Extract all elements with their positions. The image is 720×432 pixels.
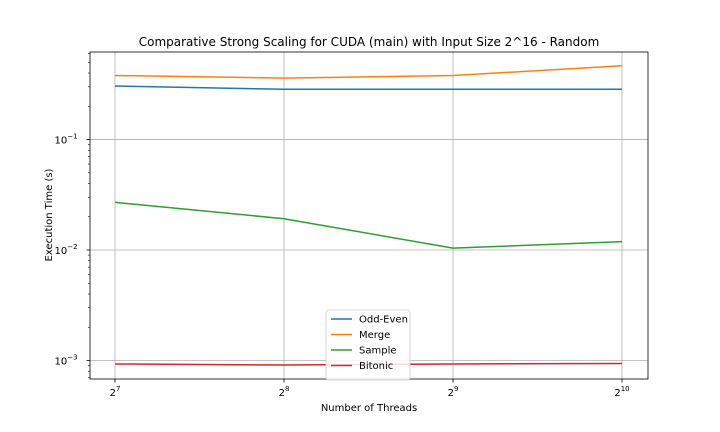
series-line-sample [114, 201, 623, 249]
legend-label: Sample [359, 346, 397, 357]
legend-label: Merge [359, 330, 390, 341]
x-axis-label: Number of Threads [321, 403, 417, 414]
legend: Odd-Even Merge Sample Bitonic [325, 309, 411, 381]
grid [90, 52, 648, 379]
series-line-odd-even [114, 85, 622, 91]
x-tick-label: 27 [110, 385, 121, 399]
ticks: 27 28 29 210 10−3 10−2 10−1 [54, 53, 630, 399]
y-tick-label: 10−3 [54, 353, 77, 367]
y-tick-label: 10−1 [54, 133, 77, 147]
legend-label: Odd-Even [359, 315, 408, 326]
legend-label: Bitonic [359, 361, 393, 372]
x-tick-label: 29 [448, 385, 459, 399]
series-line-merge [114, 65, 623, 79]
x-tick-label: 28 [279, 385, 290, 399]
y-axis-label: Execution Time (s) [44, 168, 55, 261]
chart-title: Comparative Strong Scaling for CUDA (mai… [139, 35, 600, 49]
y-tick-label: 10−2 [54, 243, 77, 257]
x-tick-label: 210 [614, 385, 629, 399]
legend-frame [325, 309, 411, 381]
